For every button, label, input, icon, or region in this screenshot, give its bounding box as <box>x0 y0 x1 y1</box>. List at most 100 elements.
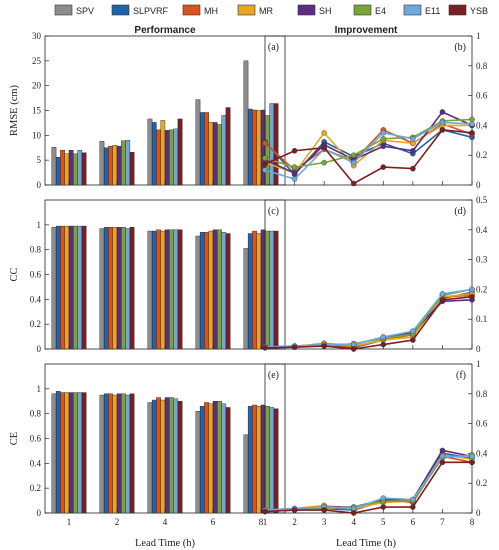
line-b-ysb <box>264 129 473 185</box>
bar-e-2-e4 <box>121 393 126 514</box>
point-b-e4 <box>350 152 357 158</box>
bar-a-2-mr <box>112 145 118 186</box>
point-b-mh <box>262 140 268 147</box>
point-f-e11 <box>380 495 387 501</box>
bar-e-8-slpvrf <box>247 406 253 514</box>
bar-a-6-mh <box>204 112 209 186</box>
bar-c-4-e4 <box>169 229 174 350</box>
legend: SPV SLPVRF MH MR SH E4 E11 YSB <box>54 4 488 16</box>
legend-label-slpvrf: SLPVRF <box>133 6 169 16</box>
bar-c-6-sh <box>212 229 218 350</box>
bar-a-8-slpvrf <box>247 108 253 186</box>
legend-label-sh: SH <box>319 6 332 16</box>
x-axis-label-left: Lead Time (h) <box>135 538 196 549</box>
performance-heading: Performance <box>134 25 196 36</box>
point-d-ysb <box>321 343 327 349</box>
panel-b-frame <box>264 35 473 186</box>
panel-c-ylabel: CC <box>9 267 20 281</box>
bar-e-1-slpvrf <box>55 391 61 514</box>
bar-e-4-ysb <box>177 401 183 514</box>
bar-a-6-ysb <box>225 107 231 186</box>
panel-d-ytick-label: 0 <box>476 344 481 354</box>
panel-d-ytick-label: 0.2 <box>476 284 487 294</box>
point-f-ysb <box>291 507 298 513</box>
point-b-ysb <box>469 130 475 136</box>
point-f-ysb <box>321 507 327 513</box>
bar-a-1-e4 <box>73 153 78 186</box>
bar-c-6-mr <box>208 230 214 350</box>
bar-a-2-mh <box>108 146 113 186</box>
bar-c-2-mr <box>112 227 118 350</box>
panel-a-ytick-label: 10 <box>32 130 42 140</box>
panel-f-ytick-label: 1 <box>476 359 481 369</box>
bar-c-2-e4 <box>121 227 126 350</box>
bar-a-2-spv <box>99 141 105 186</box>
point-d-ysb <box>469 294 475 300</box>
panel-e: 0 0.2 0.4 0.6 0.8 1 CE (e) 1 2 4 6 8 <box>9 363 286 527</box>
panel-f-ytick-label: 0.6 <box>476 419 488 429</box>
bar-e-6-mh <box>204 402 209 514</box>
bar-a-4-mr <box>160 120 166 186</box>
bar-a-6-e11 <box>221 115 227 186</box>
bar-c-8-slpvrf <box>247 233 253 350</box>
bar-a-4-sh <box>164 130 170 186</box>
line-b-e11 <box>264 121 473 180</box>
legend-swatch-spv <box>54 4 73 16</box>
point-b-e11 <box>291 176 298 182</box>
bar-c-1-ysb <box>81 225 87 350</box>
point-d-e11 <box>380 334 387 340</box>
point-f-ysb <box>410 504 416 510</box>
point-b-sh <box>380 143 387 150</box>
point-b-e11 <box>469 121 475 127</box>
bar-e-2-ysb <box>129 393 135 514</box>
line-d-ysb <box>264 296 473 350</box>
panel-e-ytick-label: 0.6 <box>30 434 42 444</box>
point-f-ysb <box>380 504 387 510</box>
bar-e-6-spv <box>195 410 201 514</box>
bar-a-8-mr <box>256 110 262 186</box>
legend-swatch-e4 <box>353 4 372 16</box>
point-f-ysb <box>350 510 357 516</box>
bar-e-6-sh <box>212 401 218 514</box>
bar-e-6-slpvrf <box>199 406 205 514</box>
panel-a: 0 5 10 15 20 25 30 RMSE (cm) (a) <box>9 31 286 190</box>
panel-d-frame <box>264 199 473 350</box>
bar-e-4-spv <box>147 402 153 514</box>
point-b-ysb <box>321 144 327 151</box>
bar-c-1-mh <box>60 225 65 350</box>
x-tick-label-2: 2 <box>292 517 297 527</box>
panel-f-ytick-label: 0.2 <box>476 478 487 488</box>
point-d-e11 <box>469 286 475 293</box>
panel-f-label: (f) <box>456 370 466 381</box>
panel-c: 0 0.2 0.4 0.6 0.8 1 CC (c) <box>9 199 286 354</box>
panel-d-ytick-label: 0.5 <box>476 195 488 205</box>
panel-c-ytick-label: 0 <box>37 344 42 354</box>
bar-c-6-e11 <box>221 232 227 350</box>
bar-c-2-sh <box>116 227 122 350</box>
point-b-e11 <box>439 119 446 126</box>
legend-swatch-e11 <box>403 4 422 16</box>
point-d-ysb <box>380 341 387 348</box>
bar-c-6-slpvrf <box>199 232 205 350</box>
panel-f-ytick-label: 0.4 <box>476 448 488 458</box>
legend-swatch-slpvrf <box>111 4 130 16</box>
legend-label-e4: E4 <box>375 6 386 16</box>
improvement-heading: Improvement <box>335 25 398 36</box>
point-b-ysb <box>380 164 387 170</box>
bar-e-1-mr <box>64 392 70 514</box>
panel-b-ytick-label: 0 <box>476 180 481 190</box>
point-b-mr <box>321 130 327 136</box>
bar-a-1-mr <box>64 153 70 186</box>
x-tick-label-6: 6 <box>411 517 416 527</box>
bar-e-4-e4 <box>169 397 174 514</box>
bar-a-8-e4 <box>265 115 270 186</box>
panel-d: 0 0.1 0.2 0.3 0.4 0.5 (d) <box>262 195 488 354</box>
bar-c-1-spv <box>51 227 57 350</box>
panel-a-ytick-label: 20 <box>32 81 42 91</box>
bar-a-6-sh <box>212 122 218 186</box>
bar-c-6-e4 <box>217 229 222 350</box>
bar-e-8-ysb <box>273 408 279 514</box>
bar-a-2-ysb <box>129 152 135 186</box>
bar-a-1-mh <box>60 150 65 186</box>
bar-e-6-e11 <box>221 403 227 514</box>
